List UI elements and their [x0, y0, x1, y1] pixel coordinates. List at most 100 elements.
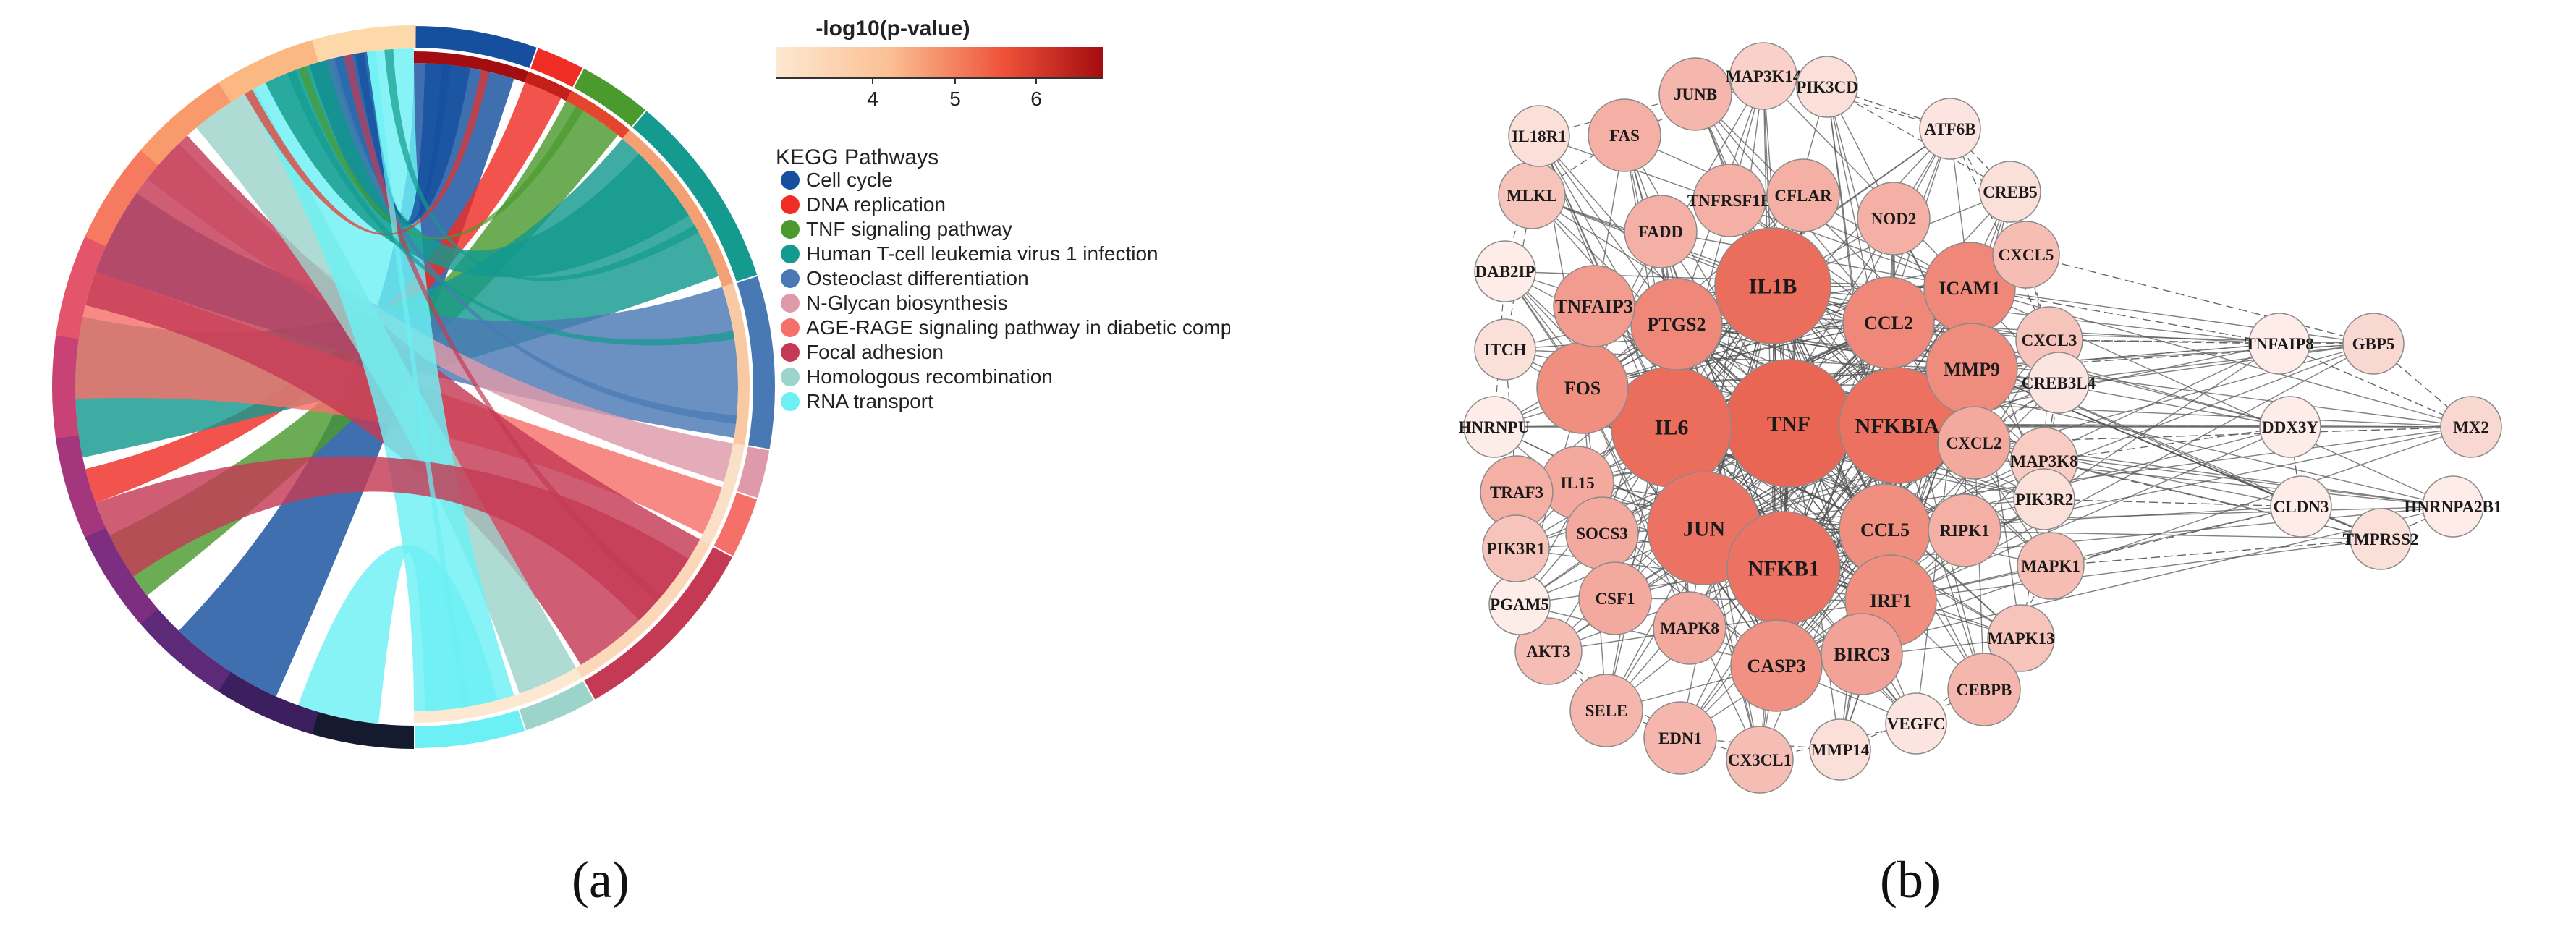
- node-label: JUN: [1683, 517, 1726, 541]
- node-circle: [1474, 240, 1536, 302]
- node-circle: [1463, 396, 1525, 458]
- network-node: GBP5: [2342, 313, 2405, 375]
- node-label: TNFAIP3: [1555, 296, 1633, 317]
- network-node: CXCL5: [1992, 221, 2060, 289]
- node-label: MAPK8: [1660, 619, 1719, 637]
- node-label: CREB5: [1983, 183, 2037, 201]
- node-circle: [1947, 653, 2021, 726]
- node-label: PIK3R2: [2015, 491, 2074, 509]
- node-circle: [1569, 674, 1643, 747]
- chord-ribbon: [85, 82, 562, 504]
- legend-swatch: [781, 195, 800, 214]
- node-label: SELE: [1585, 702, 1628, 720]
- network-edge: [1890, 538, 2381, 601]
- node-circle: [1553, 265, 1635, 347]
- network-edge: [2279, 343, 2472, 428]
- network-node: TNF: [1724, 359, 1853, 488]
- node-circle: [1624, 195, 1698, 268]
- legend-swatch: [781, 343, 800, 362]
- node-label: NOD2: [1871, 210, 1917, 228]
- network-node: TMPRSS2: [2343, 508, 2418, 570]
- network-node: SOCS3: [1565, 496, 1639, 570]
- panel-a-label: (a): [572, 851, 630, 909]
- network-node: CASP3: [1730, 619, 1823, 712]
- node-label: CFLAR: [1774, 187, 1832, 205]
- node-circle: [1809, 718, 1871, 781]
- network-nodes: TNF IL6 IL1B NFKBIA JUN NFKB1 PTGS2 CCL2 ICAM1 MM…: [1459, 42, 2502, 794]
- network-edge: [2043, 499, 2302, 507]
- panel-b-label: (b): [1880, 851, 1941, 909]
- ppi-network-panel: TNF IL6 IL1B NFKBIA JUN NFKB1 PTGS2 CCL2 ICAM1 MM…: [1459, 42, 2502, 794]
- legend-item-label: AGE-RAGE signaling pathway in diabetic c…: [806, 316, 1230, 339]
- network-node: PIK3R2: [2013, 468, 2075, 530]
- network-edge: [1969, 287, 2280, 344]
- node-label: IL18R1: [1512, 127, 1566, 145]
- network-node: EDN1: [1643, 701, 1717, 775]
- node-label: MAP3K8: [2010, 452, 2077, 470]
- node-label: IL6: [1655, 416, 1689, 440]
- legend-item-label: Osteoclast differentiation: [806, 267, 1029, 289]
- pvalue-rim: [514, 667, 582, 707]
- legend-item-label: Human T-cell leukemia virus 1 infection: [806, 242, 1158, 265]
- colorbar-title: -log10(p-value): [815, 17, 970, 41]
- network-node: MAPK8: [1653, 591, 1726, 665]
- network-node: HNRNPA2B1: [2404, 475, 2502, 538]
- node-label: CLDN3: [2274, 498, 2329, 516]
- node-circle: [1937, 406, 2011, 480]
- network-node: IL18R1: [1508, 105, 1570, 167]
- node-label: MAPK13: [1987, 629, 2054, 648]
- node-label: TNFAIP8: [2245, 335, 2313, 353]
- gene-arc: [52, 334, 80, 439]
- node-circle: [2013, 468, 2075, 530]
- node-circle: [1643, 701, 1717, 775]
- network-node: VEGFC: [1885, 692, 1947, 755]
- colorbar-tick-label: 5: [949, 88, 961, 110]
- legend-swatch: [781, 294, 800, 313]
- node-label: CXCL2: [1946, 434, 2002, 452]
- node-label: ICAM1: [1939, 278, 2000, 299]
- node-label: MMP9: [1944, 359, 2000, 380]
- network-node: PIK3CD: [1796, 56, 1858, 118]
- network-node: ICAM1: [1923, 242, 2016, 334]
- network-node: NFKB1: [1726, 511, 1841, 625]
- network-node: TNFRSF1B: [1687, 164, 1771, 237]
- node-circle: [1514, 617, 1583, 685]
- legend-swatch: [781, 220, 800, 239]
- node-circle: [1658, 57, 1732, 131]
- node-circle: [1979, 161, 2041, 223]
- node-circle: [1821, 613, 1903, 695]
- node-label: EDN1: [1658, 729, 1702, 747]
- network-edge: [1763, 75, 1970, 289]
- gene-arc: [85, 148, 159, 247]
- node-circle: [2028, 352, 2090, 414]
- node-label: CCL5: [1860, 520, 1910, 540]
- legend-title: KEGG Pathways: [776, 145, 939, 169]
- node-circle: [2017, 532, 2085, 600]
- node-label: IL15: [1560, 474, 1594, 492]
- legend-item-label: Cell cycle: [806, 169, 893, 191]
- node-label: HNRNPA2B1: [2404, 498, 2501, 516]
- node-circle: [1919, 98, 1981, 160]
- node-circle: [2350, 508, 2412, 570]
- gene-arc: [310, 711, 414, 749]
- gene-arc: [55, 433, 106, 538]
- node-circle: [1992, 221, 2060, 289]
- node-label: CCL2: [1864, 313, 1913, 334]
- pvalue-rim: [700, 487, 734, 545]
- node-label: FADD: [1638, 223, 1683, 241]
- network-node: MMP14: [1809, 718, 1871, 781]
- pvalue-rim: [414, 51, 529, 83]
- gene-arc: [140, 81, 233, 166]
- pvalue-rim: [566, 90, 630, 139]
- network-node: RIPK1: [1928, 493, 2001, 567]
- gene-arc: [56, 234, 107, 339]
- colorbar-title-text: -log10(p-value): [815, 17, 970, 41]
- legend-swatch: [781, 269, 800, 288]
- colorbar-gradient: [776, 47, 1103, 77]
- network-edge: [1676, 323, 2022, 639]
- pvalue-rim: [525, 71, 572, 101]
- node-label: NFKBIA: [1855, 415, 1940, 438]
- node-label: PGAM5: [1490, 595, 1549, 614]
